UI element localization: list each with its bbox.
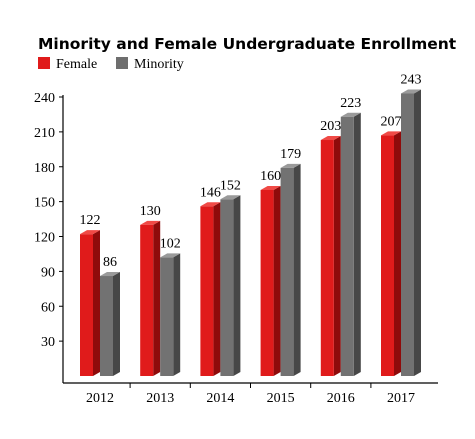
bar-minority-2014 xyxy=(220,199,234,376)
bar-female-2015-top xyxy=(260,186,281,190)
bar-minority-2015-side xyxy=(293,163,301,376)
legend-label-female: Female xyxy=(56,57,97,72)
y-tick-label: 150 xyxy=(34,196,55,211)
bar-minority-2012-side xyxy=(113,272,120,376)
y-tick-label: 240 xyxy=(34,91,55,106)
bar-female-2014-top xyxy=(200,202,221,207)
bars xyxy=(80,89,421,376)
data-label-minority-2016: 223 xyxy=(340,96,361,111)
bar-minority-2017-side xyxy=(414,89,421,376)
data-label-minority-2015: 179 xyxy=(280,147,301,162)
data-label-minority-2013: 102 xyxy=(160,236,181,251)
data-label-minority-2012: 86 xyxy=(103,255,117,270)
x-tick-label-2012: 2012 xyxy=(86,391,114,406)
x-ticks: 2012 2013 2014 2015 2016 2017 xyxy=(86,383,415,406)
bar-minority-2014-top xyxy=(220,195,241,200)
y-tick-label: 90 xyxy=(41,265,55,280)
bar-female-2015-side xyxy=(273,186,281,376)
bar-minority-2015 xyxy=(280,167,294,376)
data-label-female-2016: 203 xyxy=(320,119,341,134)
x-tick-label-2013: 2013 xyxy=(146,391,174,406)
bar-female-2016 xyxy=(320,140,334,376)
bar-female-2012-side xyxy=(93,230,100,376)
legend: Female Minority xyxy=(38,57,184,72)
y-tick-label: 120 xyxy=(34,231,55,246)
x-tick-label-2016: 2016 xyxy=(327,391,355,406)
data-label-female-2012: 122 xyxy=(80,213,101,228)
bar-female-2012-top xyxy=(80,230,100,235)
y-ticks: 30 60 90 120 150 180 210 240 xyxy=(34,91,63,350)
bar-female-2013-top xyxy=(140,220,161,225)
y-tick-label: 60 xyxy=(41,300,55,315)
bar-minority-2017-top xyxy=(401,89,421,94)
chart-title: Minority and Female Undergraduate Enroll… xyxy=(38,35,457,53)
y-tick-label: 180 xyxy=(34,161,55,176)
bar-minority-2016 xyxy=(340,116,354,376)
x-tick-label-2014: 2014 xyxy=(206,391,234,406)
bar-female-2016-top xyxy=(320,136,341,141)
x-tick-label-2015: 2015 xyxy=(267,391,295,406)
bar-minority-2013-side xyxy=(173,253,181,376)
bar-female-2017-top xyxy=(381,131,401,136)
bar-female-2012 xyxy=(80,234,93,376)
data-label-female-2015: 160 xyxy=(260,169,281,184)
data-label-female-2013: 130 xyxy=(140,204,161,219)
bar-minority-2015-top xyxy=(280,163,301,168)
bar-minority-2013-top xyxy=(160,253,181,258)
bar-female-2017 xyxy=(381,135,394,376)
bar-female-2017-side xyxy=(394,131,401,376)
bar-minority-2017 xyxy=(401,93,414,376)
data-label-female-2017: 207 xyxy=(381,114,402,129)
y-tick-label: 210 xyxy=(34,126,55,141)
bar-minority-2012-top xyxy=(100,272,120,277)
bar-female-2014 xyxy=(200,206,214,376)
bar-minority-2012 xyxy=(100,276,113,376)
bar-female-2016-side xyxy=(333,136,341,376)
bar-minority-2013 xyxy=(160,257,174,376)
bar-minority-2014-side xyxy=(233,195,241,376)
bar-minority-2016-side xyxy=(353,112,361,376)
data-labels: 122 86 130 102 146 152 160 179 203 223 207 243 xyxy=(80,73,422,271)
bar-female-2014-side xyxy=(213,202,221,376)
legend-swatch-female xyxy=(38,57,50,69)
legend-swatch-minority xyxy=(116,57,128,69)
bar-female-2013-side xyxy=(153,220,161,376)
x-tick-label-2017: 2017 xyxy=(387,391,415,406)
data-label-minority-2014: 152 xyxy=(220,178,241,193)
data-label-female-2014: 146 xyxy=(200,185,221,200)
bar-female-2015 xyxy=(260,190,274,376)
y-tick-label: 30 xyxy=(41,335,55,350)
bar-female-2013 xyxy=(140,224,154,376)
legend-label-minority: Minority xyxy=(134,57,184,72)
bar-minority-2016-top xyxy=(340,112,361,117)
data-label-minority-2017: 243 xyxy=(401,73,422,88)
